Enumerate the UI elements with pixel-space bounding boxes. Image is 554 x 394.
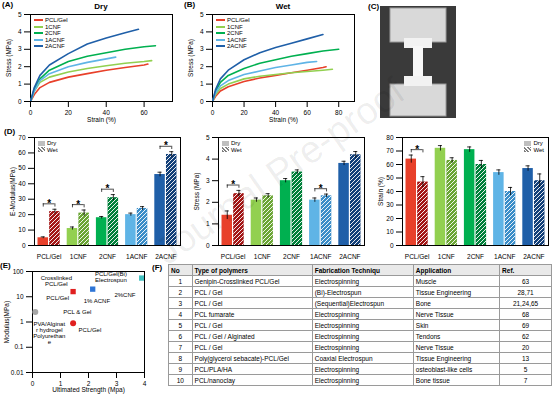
svg-text:40: 40 (18, 180, 26, 187)
svg-text:PCL/Gel: PCL/Gel (405, 253, 430, 260)
svg-text:*: * (106, 183, 110, 194)
svg-text:Stress (MPa): Stress (MPa) (193, 173, 201, 211)
svg-text:100: 100 (13, 268, 24, 275)
svg-text:1% ACNF: 1% ACNF (84, 298, 111, 304)
svg-text:Modulus(MPa): Modulus(MPa) (3, 301, 11, 343)
svg-text:*: * (76, 199, 80, 210)
svg-text:3: 3 (206, 177, 210, 184)
svg-text:50: 50 (18, 164, 26, 171)
svg-text:1: 1 (20, 318, 24, 325)
svg-text:0: 0 (29, 109, 33, 116)
svg-text:0: 0 (22, 242, 26, 249)
svg-text:0: 0 (200, 98, 204, 105)
svg-text:4: 4 (18, 28, 22, 35)
svg-text:Ultimated Strength (Mpa): Ultimated Strength (Mpa) (52, 386, 125, 394)
svg-text:2: 2 (200, 63, 204, 70)
svg-text:*: * (415, 144, 419, 155)
svg-text:PVA/Alginatr hydrogelPolyureth: PVA/Alginatr hydrogelPolyurethane (33, 321, 65, 345)
svg-text:20: 20 (18, 211, 26, 218)
svg-text:30: 30 (18, 195, 26, 202)
svg-text:PCL/Gel(Bi)Electrospun: PCL/Gel(Bi)Electrospun (95, 271, 127, 283)
svg-text:PCL/Gel: PCL/Gel (221, 253, 246, 260)
svg-text:50: 50 (386, 174, 394, 181)
svg-text:0: 0 (31, 380, 35, 387)
svg-text:10: 10 (386, 228, 394, 235)
svg-text:60: 60 (18, 149, 26, 156)
svg-text:PCL/Gel: PCL/Gel (79, 327, 102, 333)
svg-text:2: 2 (18, 63, 22, 70)
svg-text:10: 10 (18, 226, 26, 233)
svg-text:CrosslinkedPCL/Gel: CrosslinkedPCL/Gel (41, 275, 72, 287)
svg-text:5: 5 (206, 134, 210, 141)
svg-text:Strain (%): Strain (%) (269, 116, 298, 124)
svg-text:0: 0 (390, 242, 394, 249)
svg-text:2%CNF: 2%CNF (114, 292, 135, 298)
svg-text:40: 40 (386, 188, 394, 195)
svg-text:2CNF: 2CNF (467, 253, 484, 260)
svg-text:Stress (MPa): Stress (MPa) (187, 39, 195, 77)
svg-text:10: 10 (16, 293, 24, 300)
svg-text:20: 20 (240, 109, 248, 116)
svg-text:0: 0 (18, 98, 22, 105)
svg-text:2ACNF: 2ACNF (339, 253, 360, 260)
svg-text:3: 3 (18, 45, 22, 52)
svg-text:2CNF: 2CNF (99, 253, 116, 260)
svg-text:1CNF: 1CNF (70, 253, 87, 260)
svg-text:4: 4 (200, 28, 204, 35)
svg-text:20: 20 (386, 215, 394, 222)
svg-text:4: 4 (143, 380, 147, 387)
svg-text:Stress (MPa): Stress (MPa) (5, 39, 13, 77)
svg-text:0: 0 (211, 109, 215, 116)
svg-text:*: * (47, 198, 51, 209)
svg-text:0.01: 0.01 (11, 369, 24, 376)
svg-text:60: 60 (304, 109, 312, 116)
svg-text:70: 70 (18, 134, 26, 141)
svg-text:2CNF: 2CNF (283, 253, 300, 260)
svg-text:PCL/Gel: PCL/Gel (37, 253, 62, 260)
svg-text:5: 5 (18, 11, 22, 18)
svg-text:*: * (319, 183, 323, 194)
svg-text:0.1: 0.1 (14, 343, 23, 350)
svg-text:70: 70 (386, 147, 394, 154)
svg-text:*: * (231, 179, 235, 190)
svg-text:5: 5 (200, 11, 204, 18)
svg-text:80: 80 (386, 134, 394, 141)
svg-text:1CNF: 1CNF (254, 253, 271, 260)
svg-text:3: 3 (200, 45, 204, 52)
svg-text:1ACNF: 1ACNF (494, 253, 515, 260)
svg-text:Strain (%): Strain (%) (377, 177, 385, 206)
svg-text:60: 60 (386, 161, 394, 168)
svg-text:PCL & Gel: PCL & Gel (63, 309, 91, 315)
svg-text:1: 1 (206, 220, 210, 227)
svg-text:Strain (%): Strain (%) (87, 116, 116, 124)
svg-text:2ACNF: 2ACNF (155, 253, 176, 260)
svg-text:1: 1 (18, 80, 22, 87)
svg-text:1: 1 (200, 80, 204, 87)
svg-text:2ACNF: 2ACNF (523, 253, 544, 260)
svg-text:1CNF: 1CNF (438, 253, 455, 260)
svg-text:0: 0 (206, 242, 210, 249)
svg-text:1ACNF: 1ACNF (126, 253, 147, 260)
svg-text:PCL/Gel: PCL/Gel (46, 295, 69, 301)
svg-text:2: 2 (206, 198, 210, 205)
svg-text:80: 80 (335, 109, 343, 116)
svg-text:20: 20 (65, 109, 73, 116)
svg-text:E-Modulus(MPa): E-Modulus(MPa) (9, 167, 17, 216)
svg-text:1ACNF: 1ACNF (310, 253, 331, 260)
svg-text:*: * (164, 140, 168, 151)
svg-text:30: 30 (386, 201, 394, 208)
svg-text:60: 60 (140, 109, 148, 116)
svg-text:4: 4 (206, 155, 210, 162)
